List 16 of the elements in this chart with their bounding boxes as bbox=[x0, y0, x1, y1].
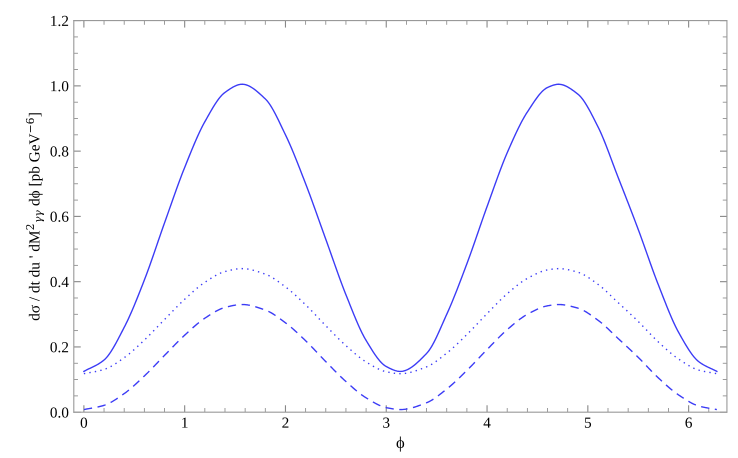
y-tick-label: 0.6 bbox=[50, 212, 68, 222]
y-tick-label: 1.2 bbox=[51, 16, 68, 26]
y-tick-label: 0.0 bbox=[50, 407, 68, 418]
x-tick-label: 2 bbox=[282, 418, 288, 428]
x-tick-label: 5 bbox=[584, 418, 592, 428]
x-tick-label: 3 bbox=[383, 418, 390, 428]
x-tick-label: 4 bbox=[484, 418, 491, 428]
y-tick-label: 0.4 bbox=[50, 276, 69, 288]
y-tick-label: 1.0 bbox=[51, 81, 68, 92]
x-tick-label: 1 bbox=[182, 418, 188, 428]
y-tick-label: 0.2 bbox=[50, 342, 68, 352]
x-axis-title: ϕ bbox=[396, 436, 404, 452]
y-axis-title: dσ / dt du ' dM$^{2}$$_{γγ}$ dϕ [pb GeV$^{−6}$] bbox=[26, 113, 44, 320]
x-tick-label: 6 bbox=[685, 418, 692, 428]
y-tick-label: 0.8 bbox=[50, 146, 68, 157]
x-tick-label: 0 bbox=[80, 418, 88, 428]
